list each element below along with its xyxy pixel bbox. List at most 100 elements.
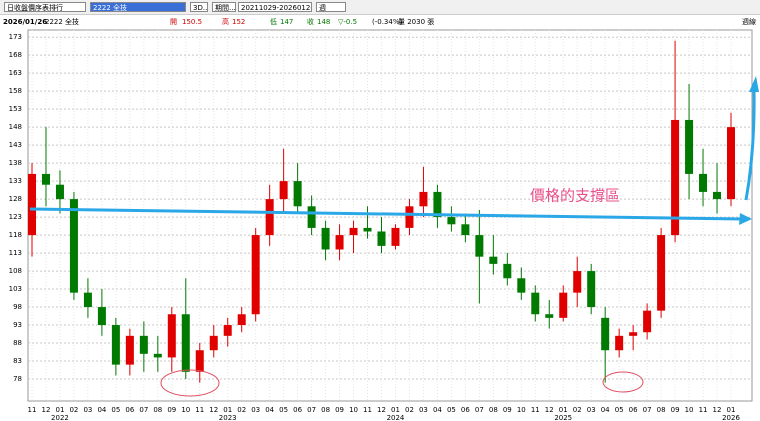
- interval-select[interactable]: 週: [316, 2, 346, 12]
- x-tick-label: 08: [153, 406, 162, 414]
- x-tick-label: 01: [223, 406, 232, 414]
- x-tick-label: 11: [363, 406, 372, 414]
- candle-body: [125, 335, 134, 365]
- x-tick-label: 04: [433, 406, 442, 414]
- info-item: 147: [280, 18, 293, 26]
- info-item: 量 2030 張: [398, 18, 434, 26]
- x-tick-label: 06: [125, 406, 134, 414]
- candle-body: [167, 314, 176, 358]
- candle-body: [69, 199, 78, 293]
- y-tick-label: 168: [9, 51, 22, 59]
- candle-body: [685, 119, 694, 174]
- y-tick-label: 128: [9, 195, 22, 203]
- x-tick-label: 04: [265, 406, 274, 414]
- y-tick-label: 108: [9, 267, 22, 275]
- y-tick-label: 133: [9, 177, 22, 185]
- x-tick-label: 10: [517, 406, 526, 414]
- candle-body: [447, 217, 456, 225]
- candle-body: [363, 227, 372, 232]
- arrow-head: [749, 76, 759, 92]
- y-tick-label: 138: [9, 159, 22, 167]
- candle-body: [391, 227, 400, 246]
- year-label: 2026: [722, 414, 740, 421]
- x-tick-label: 12: [545, 406, 554, 414]
- candle-body: [503, 263, 512, 279]
- x-tick-label: 12: [209, 406, 218, 414]
- stock-select[interactable]: 2222 全技: [90, 2, 186, 12]
- x-tick-label: 03: [83, 406, 92, 414]
- info-item: (-0.34%): [372, 18, 402, 26]
- candle-body: [83, 292, 92, 308]
- candle-body: [587, 271, 596, 308]
- candle-body: [629, 332, 638, 336]
- candle-body: [195, 350, 204, 372]
- info-item: 開: [170, 18, 177, 26]
- x-tick-label: 11: [28, 406, 37, 414]
- 3d-button[interactable]: 3D...: [190, 2, 208, 12]
- x-tick-label: 04: [601, 406, 610, 414]
- x-tick-label: 07: [643, 406, 652, 414]
- candle-body: [153, 353, 162, 358]
- x-tick-label: 09: [671, 406, 680, 414]
- x-tick-label: 05: [111, 406, 120, 414]
- candle-body: [335, 235, 344, 250]
- x-tick-label: 05: [279, 406, 288, 414]
- info-date: 2026/01/26: [3, 18, 47, 26]
- y-tick-label: 118: [9, 231, 22, 239]
- candle-body: [265, 199, 274, 236]
- info-item: 低: [270, 17, 277, 26]
- arrow: [29, 207, 743, 221]
- x-tick-label: 12: [42, 406, 51, 414]
- x-tick-label: 11: [195, 406, 204, 414]
- candle-body: [615, 335, 624, 351]
- period-field[interactable]: 20211029-20260126: [238, 2, 312, 12]
- y-tick-label: 88: [13, 339, 22, 347]
- x-tick-label: 10: [685, 406, 694, 414]
- x-tick-label: 05: [615, 406, 624, 414]
- candle-body: [307, 206, 316, 228]
- candle-body: [377, 231, 386, 246]
- candle-body: [209, 335, 218, 351]
- y-tick-label: 143: [9, 141, 22, 149]
- annotation: 價格的支撐區: [530, 187, 620, 205]
- x-tick-label: 03: [419, 406, 428, 414]
- x-tick-label: 08: [657, 406, 666, 414]
- y-tick-label: 173: [9, 33, 22, 41]
- x-tick-label: 07: [139, 406, 148, 414]
- x-tick-label: 03: [251, 406, 260, 414]
- x-tick-label: 01: [55, 406, 64, 414]
- info-item: ▽-0.5: [338, 18, 357, 26]
- x-tick-label: 11: [531, 406, 540, 414]
- y-tick-label: 148: [9, 123, 22, 131]
- x-tick-label: 06: [293, 406, 302, 414]
- x-tick-label: 02: [405, 406, 414, 414]
- info-item: 148: [317, 18, 330, 26]
- candle-body: [531, 292, 540, 315]
- y-tick-label: 113: [9, 249, 22, 257]
- candle-body: [713, 191, 722, 200]
- year-label: 2025: [554, 414, 572, 421]
- candle-body: [251, 235, 260, 315]
- y-tick-label: 123: [9, 213, 22, 221]
- x-tick-label: 01: [391, 406, 400, 414]
- candle-body: [545, 314, 554, 318]
- year-label: 2023: [219, 414, 237, 421]
- candle-body: [111, 325, 120, 365]
- period-button[interactable]: 期間...: [212, 2, 236, 12]
- year-label: 2024: [387, 414, 405, 421]
- candle-body: [573, 271, 582, 293]
- x-tick-label: 07: [307, 406, 316, 414]
- list-select[interactable]: 日收盤價序表排行: [4, 2, 86, 12]
- y-tick-label: 83: [13, 357, 22, 365]
- x-tick-label: 08: [489, 406, 498, 414]
- x-tick-label: 10: [181, 406, 190, 414]
- info-item: 150.5: [182, 18, 202, 26]
- candle-body: [601, 317, 610, 351]
- candle-body: [671, 119, 680, 236]
- candle-body: [657, 235, 666, 311]
- candle-body: [41, 173, 50, 185]
- candle-body: [97, 307, 106, 326]
- info-item: 152: [232, 18, 245, 26]
- info-stock: 2222 全技: [45, 17, 79, 26]
